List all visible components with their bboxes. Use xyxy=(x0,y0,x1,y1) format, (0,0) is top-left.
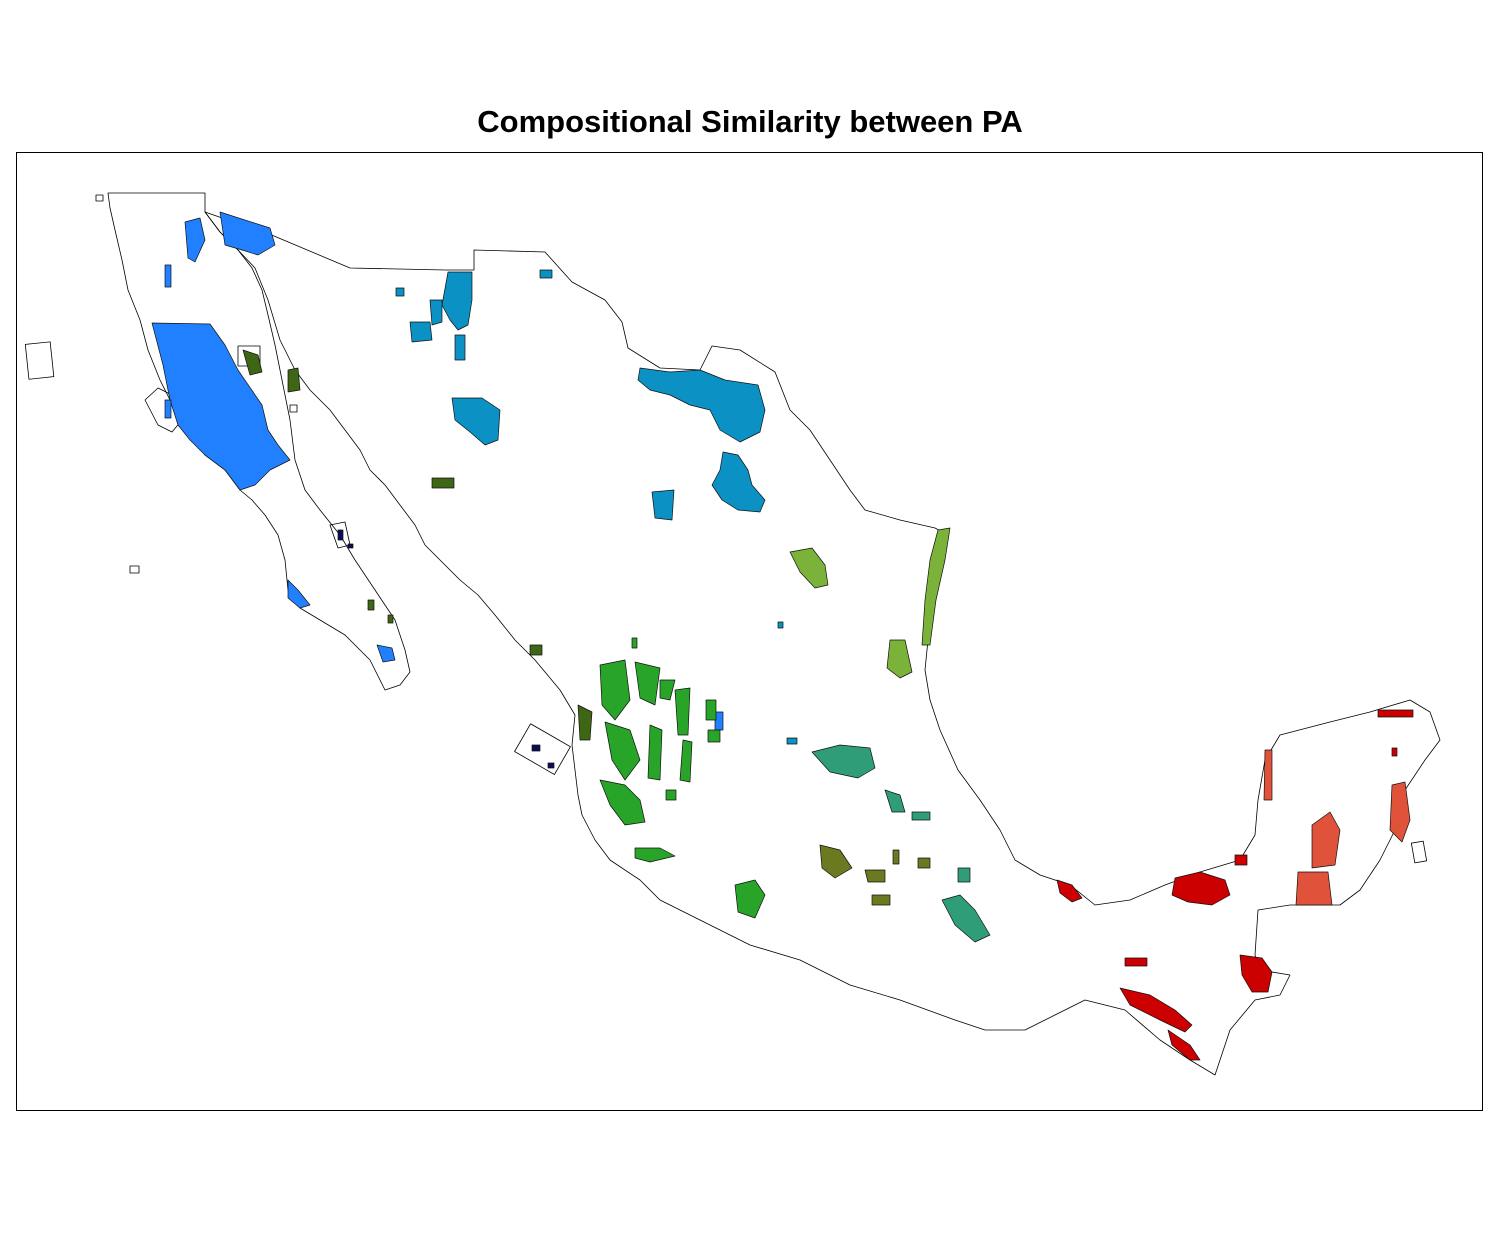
pa-smo-center-3 xyxy=(674,687,691,736)
cluster-olive-brown xyxy=(819,844,931,906)
pa-guerrero-3 xyxy=(871,894,891,906)
pa-cumbres xyxy=(711,451,766,513)
pa-sierra-gorda xyxy=(811,744,876,779)
island-outline-cozumel xyxy=(1410,840,1428,864)
pa-campeche-small xyxy=(1234,854,1248,866)
map-title: Compositional Similarity between PA xyxy=(477,104,1023,139)
pa-calakmul xyxy=(1295,871,1333,906)
map-frame xyxy=(16,152,1483,1111)
pa-loreto xyxy=(287,579,311,609)
pa-revillagigedo-2 xyxy=(547,762,555,769)
pa-sian-kaan xyxy=(1389,781,1411,843)
pa-smo-center-1 xyxy=(634,661,661,706)
pa-baja-sur-small xyxy=(367,599,375,611)
pa-hidalgo xyxy=(884,789,906,813)
pa-small-dgo-1 xyxy=(631,637,638,649)
pa-yucatan-small xyxy=(1391,747,1398,757)
pa-morelos-1 xyxy=(917,857,931,869)
island-outline-revillagigedo xyxy=(514,723,571,775)
cluster-bright-blue xyxy=(151,211,724,731)
pa-nayarit-coast xyxy=(577,704,593,741)
cluster-red xyxy=(1056,709,1414,1061)
pa-oaxaca-north xyxy=(941,894,991,943)
cluster-orange-red xyxy=(1263,749,1411,906)
pa-jalisco xyxy=(634,847,676,863)
pa-guerrero-1 xyxy=(819,844,853,879)
pa-mapimi xyxy=(651,489,675,521)
pa-small-nay xyxy=(665,789,677,801)
pa-guerrero-2 xyxy=(864,869,886,883)
pa-tiburon xyxy=(242,349,263,376)
pa-campeche-center xyxy=(1311,811,1341,869)
cluster-green xyxy=(599,637,766,919)
pa-janos xyxy=(441,271,473,331)
cluster-teal-blue xyxy=(395,269,798,745)
pa-angel-guarda-2 xyxy=(347,543,354,549)
pa-tutuaca xyxy=(451,397,501,446)
pa-michoacan xyxy=(734,879,766,919)
pa-sierra-laguna xyxy=(376,644,396,663)
pa-small-sin xyxy=(786,737,798,745)
cluster-light-olive xyxy=(789,527,951,679)
island-outline-guadalupe xyxy=(24,341,55,380)
pa-sinaloa-1 xyxy=(529,644,543,656)
pa-maderas-carmen xyxy=(637,367,766,443)
pa-baja-sur-small-2 xyxy=(387,614,394,624)
island-outline-small-b xyxy=(95,194,104,202)
baja-california-outline xyxy=(107,192,411,691)
pa-puebla-small xyxy=(911,811,931,821)
cluster-dark-olive xyxy=(242,349,593,741)
pa-vizcaino xyxy=(151,322,291,491)
pa-chihuahua-west xyxy=(429,299,443,326)
pa-small-dgo-3 xyxy=(707,729,721,743)
pa-small-baja-1 xyxy=(164,264,172,288)
pa-smo-south xyxy=(599,779,646,826)
island-outline-small-a xyxy=(129,565,140,574)
cluster-teal-green xyxy=(811,744,991,943)
pa-small-coah xyxy=(539,269,553,279)
pa-angel-guarda xyxy=(337,529,344,541)
pa-sonora-2 xyxy=(431,477,455,489)
pa-small-zac xyxy=(777,621,784,629)
pa-sierra-juarez xyxy=(184,217,206,263)
pa-sonora-small xyxy=(287,367,301,393)
pa-revillagigedo-1 xyxy=(531,744,541,752)
pa-veracruz-small xyxy=(957,867,971,883)
island-outline-small-c xyxy=(289,404,298,413)
mexico-mainland-outline xyxy=(204,211,1441,1076)
pa-chihuahua-small-1 xyxy=(409,321,433,343)
pa-ria-celestun xyxy=(1263,749,1273,801)
pa-lacandona xyxy=(1239,954,1273,993)
pa-yucatan-north xyxy=(1377,709,1414,718)
pa-chihuahua-small-2 xyxy=(454,334,466,361)
pa-tamaulipas-coast xyxy=(921,527,951,646)
pa-smo-east xyxy=(679,739,693,783)
pa-smo-west-2 xyxy=(604,721,641,781)
pa-alto-golfo xyxy=(219,211,276,256)
pa-pantanos-centla xyxy=(1171,871,1231,906)
pa-chihuahua-small-3 xyxy=(395,287,405,297)
pa-chiapas-coast-2 xyxy=(1167,1029,1201,1061)
pa-cedros-island xyxy=(164,399,172,419)
pa-morelos-2 xyxy=(892,849,900,865)
pa-smo-south-2 xyxy=(659,679,676,701)
pa-smo-center-2 xyxy=(647,724,663,781)
pa-small-dgo-2 xyxy=(705,699,717,721)
pa-zacatecas xyxy=(789,547,829,589)
pa-tabasco-coast xyxy=(1056,879,1083,903)
pa-tamaulipas-sierra xyxy=(886,639,913,679)
pa-smo-west-1 xyxy=(599,659,631,721)
pa-chiapas-small xyxy=(1124,957,1148,967)
cluster-navy xyxy=(337,529,555,769)
pa-chiapas-coast xyxy=(1119,987,1193,1033)
